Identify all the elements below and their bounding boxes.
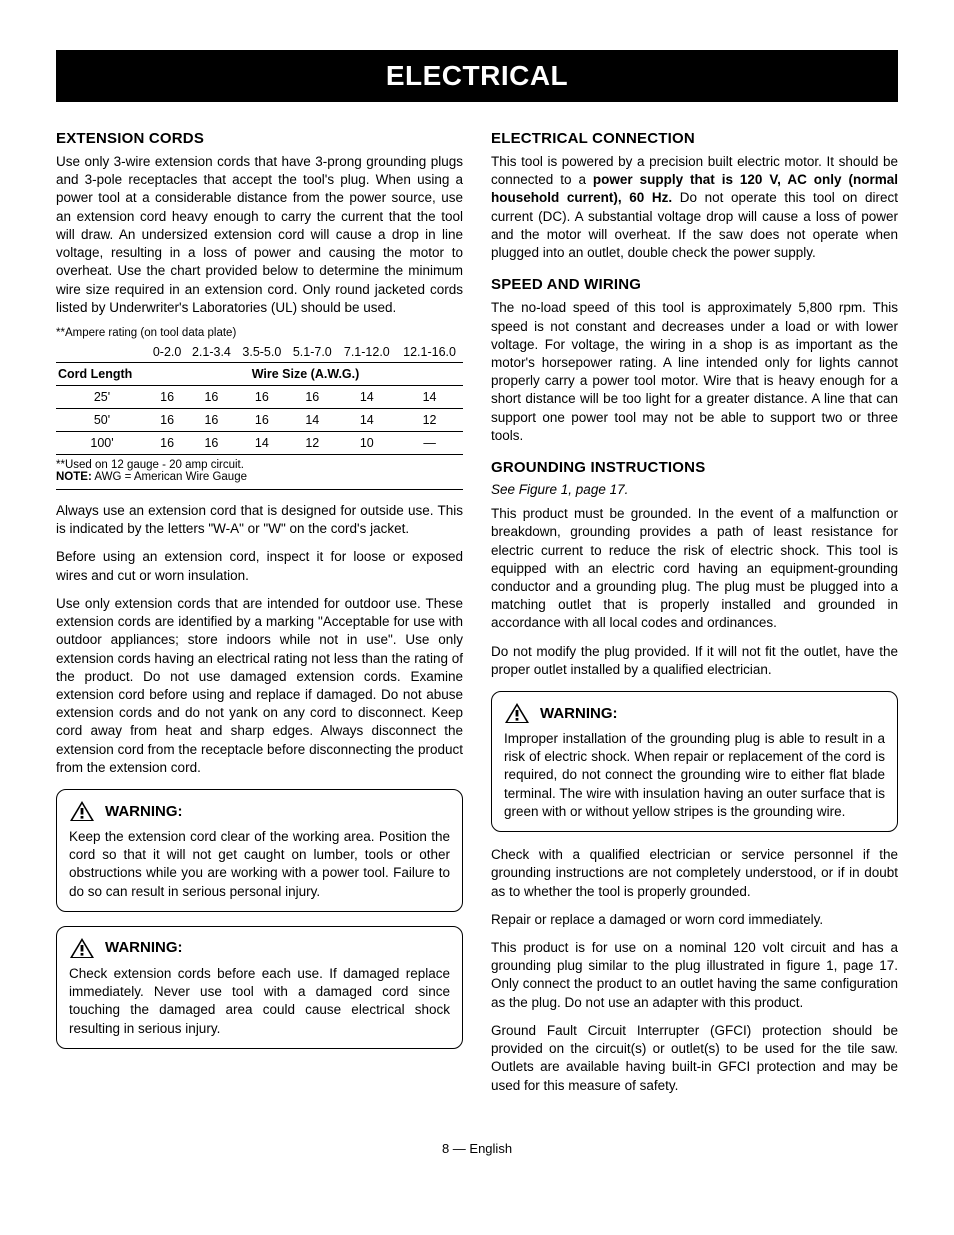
warning-body: Improper installation of the grounding p… bbox=[504, 730, 885, 821]
warning-label: WARNING: bbox=[540, 705, 618, 722]
ext-cords-para-2: Always use an extension cord that is des… bbox=[56, 502, 463, 538]
grounding-para-5: This product is for use on a nominal 120… bbox=[491, 939, 898, 1012]
grounding-para-2: Do not modify the plug provided. If it w… bbox=[491, 643, 898, 679]
footnote-note-text: AWG = American Wire Gauge bbox=[92, 471, 247, 483]
wire-size-cell: 14 bbox=[396, 385, 463, 408]
ext-cords-para-4: Use only extension cords that are intend… bbox=[56, 595, 463, 777]
wire-size-cell: 16 bbox=[148, 408, 186, 431]
table-top-note: **Ampere rating (on tool data plate) bbox=[56, 327, 463, 342]
table-footnote: **Used on 12 gauge - 20 amp circuit. NOT… bbox=[56, 455, 463, 490]
left-column: EXTENSION CORDS Use only 3-wire extensio… bbox=[56, 130, 463, 1105]
right-column: ELECTRICAL CONNECTION This tool is power… bbox=[491, 130, 898, 1105]
amp-range-row: 0-2.0 2.1-3.4 3.5-5.0 5.1-7.0 7.1-12.0 1… bbox=[56, 342, 463, 363]
wire-size-cell: 12 bbox=[287, 431, 337, 454]
wire-size-cell: 16 bbox=[148, 385, 186, 408]
wire-size-cell: 14 bbox=[338, 385, 397, 408]
wire-size-cell: 14 bbox=[287, 408, 337, 431]
warning-triangle-icon bbox=[69, 800, 95, 822]
page-banner: ELECTRICAL bbox=[56, 50, 898, 102]
speed-wiring-heading: SPEED AND WIRING bbox=[491, 276, 898, 293]
warning-body: Keep the extension cord clear of the wor… bbox=[69, 828, 450, 901]
warning-box-1: WARNING: Keep the extension cord clear o… bbox=[56, 789, 463, 912]
warning-head: WARNING: bbox=[69, 937, 450, 959]
grounding-figure-ref: See Figure 1, page 17. bbox=[491, 482, 898, 497]
warning-body: Check extension cords before each use. I… bbox=[69, 965, 450, 1038]
grounding-para-4: Repair or replace a damaged or worn cord… bbox=[491, 911, 898, 929]
wire-size-cell: 16 bbox=[186, 385, 236, 408]
warning-head: WARNING: bbox=[69, 800, 450, 822]
wire-size-cell: 14 bbox=[237, 431, 287, 454]
wire-size-cell: 12 bbox=[396, 408, 463, 431]
wire-size-cell: 14 bbox=[338, 408, 397, 431]
table-header-row: Cord Length Wire Size (A.W.G.) bbox=[56, 362, 463, 385]
speed-wiring-para: The no-load speed of this tool is approx… bbox=[491, 299, 898, 445]
amp-range-cell: 7.1-12.0 bbox=[338, 342, 397, 363]
extension-cords-heading: EXTENSION CORDS bbox=[56, 130, 463, 147]
page-footer: 8 — English bbox=[56, 1141, 898, 1156]
cord-length-header: Cord Length bbox=[56, 362, 148, 385]
wire-size-cell: 16 bbox=[237, 385, 287, 408]
wire-size-cell: 16 bbox=[287, 385, 337, 408]
ext-cords-para-3: Before using an extension cord, inspect … bbox=[56, 548, 463, 584]
elec-conn-para: This tool is powered by a precision buil… bbox=[491, 153, 898, 262]
amp-range-cell: 3.5-5.0 bbox=[237, 342, 287, 363]
warning-box-3: WARNING: Improper installation of the gr… bbox=[491, 691, 898, 832]
grounding-para-1: This product must be grounded. In the ev… bbox=[491, 505, 898, 633]
cord-length-cell: 100' bbox=[56, 431, 148, 454]
wire-size-cell: 16 bbox=[237, 408, 287, 431]
warning-head: WARNING: bbox=[504, 702, 885, 724]
warning-label: WARNING: bbox=[105, 939, 183, 956]
amp-range-cell: 5.1-7.0 bbox=[287, 342, 337, 363]
wire-size-cell: 16 bbox=[186, 408, 236, 431]
ext-cords-para-1: Use only 3-wire extension cords that hav… bbox=[56, 153, 463, 317]
grounding-para-3: Check with a qualified electrician or se… bbox=[491, 846, 898, 901]
grounding-heading: GROUNDING INSTRUCTIONS bbox=[491, 459, 898, 476]
warning-triangle-icon bbox=[504, 702, 530, 724]
table-row: 50' 16 16 16 14 14 12 bbox=[56, 408, 463, 431]
two-column-layout: EXTENSION CORDS Use only 3-wire extensio… bbox=[56, 130, 898, 1105]
wire-size-cell: 16 bbox=[148, 431, 186, 454]
wire-size-header: Wire Size (A.W.G.) bbox=[148, 362, 463, 385]
wire-size-cell: 16 bbox=[186, 431, 236, 454]
warning-label: WARNING: bbox=[105, 803, 183, 820]
electrical-connection-heading: ELECTRICAL CONNECTION bbox=[491, 130, 898, 147]
table-row: 100' 16 16 14 12 10 — bbox=[56, 431, 463, 454]
amp-range-cell: 12.1-16.0 bbox=[396, 342, 463, 363]
warning-box-2: WARNING: Check extension cords before ea… bbox=[56, 926, 463, 1049]
amp-range-cell: 0-2.0 bbox=[148, 342, 186, 363]
wire-size-table-wrap: **Ampere rating (on tool data plate) 0-2… bbox=[56, 327, 463, 490]
table-row: 25' 16 16 16 16 14 14 bbox=[56, 385, 463, 408]
wire-size-cell: — bbox=[396, 431, 463, 454]
warning-triangle-icon bbox=[69, 937, 95, 959]
footnote-line-1: **Used on 12 gauge - 20 amp circuit. bbox=[56, 459, 244, 471]
footnote-note-label: NOTE: bbox=[56, 471, 92, 483]
grounding-para-6: Ground Fault Circuit Interrupter (GFCI) … bbox=[491, 1022, 898, 1095]
cord-length-cell: 50' bbox=[56, 408, 148, 431]
wire-size-table: 0-2.0 2.1-3.4 3.5-5.0 5.1-7.0 7.1-12.0 1… bbox=[56, 342, 463, 455]
wire-size-cell: 10 bbox=[338, 431, 397, 454]
amp-range-cell: 2.1-3.4 bbox=[186, 342, 236, 363]
cord-length-cell: 25' bbox=[56, 385, 148, 408]
